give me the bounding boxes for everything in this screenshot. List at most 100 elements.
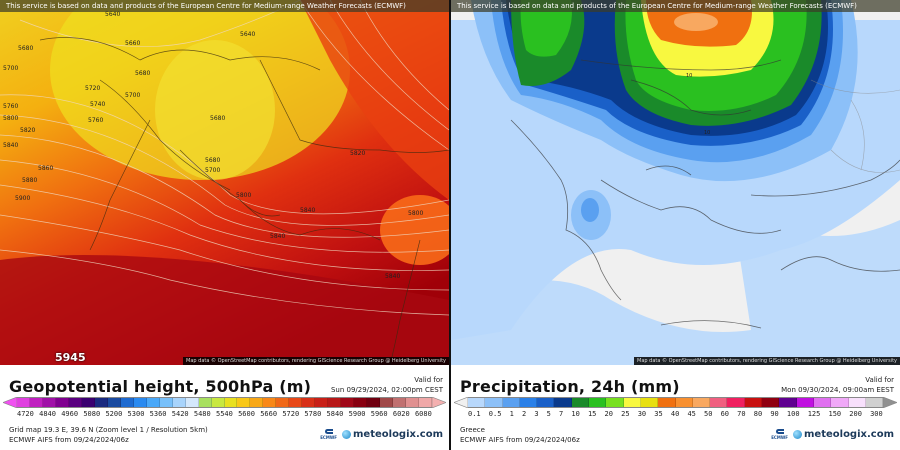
svg-text:5800: 5800 — [236, 192, 251, 199]
region-info: Greece — [460, 426, 485, 434]
valid-time: Valid for Sun 09/29/2024, 02:00pm CEST — [331, 375, 443, 395]
colorbar-cell — [692, 398, 711, 407]
colorbar-tick: 25 — [621, 410, 630, 418]
colorbar-cell — [640, 398, 659, 407]
map-attribution[interactable]: Map data © OpenStreetMap contributors, r… — [634, 357, 900, 365]
colorbar-tick: 0.1 — [468, 410, 481, 418]
logos: ECMWF meteologix.com — [771, 429, 894, 440]
meteologix-logo[interactable]: meteologix.com — [342, 429, 443, 440]
colorbar-tick: 15 — [587, 410, 597, 418]
colorbar-tick: 90 — [770, 410, 779, 418]
colorbar-tick: 200 — [849, 410, 862, 418]
colorbar-tick: 5660 — [260, 410, 278, 418]
colorbar-cell — [744, 398, 763, 407]
colorbar-cell — [419, 398, 432, 407]
svg-text:5680: 5680 — [210, 115, 225, 122]
valid-datetime: Sun 09/29/2024, 02:00pm CEST — [330, 386, 443, 394]
colorbar-cell — [17, 398, 30, 407]
colorbar-cell — [380, 398, 394, 407]
colorbar-tick: 20 — [604, 410, 613, 418]
colorbar-right-arrow-icon — [883, 397, 897, 408]
colorbar-tick: 7 — [559, 410, 564, 418]
colorbar-cell — [198, 398, 212, 407]
svg-text:5640: 5640 — [240, 31, 255, 38]
colorbar-cell — [42, 398, 56, 407]
colorbar-tick: 10 — [571, 410, 580, 418]
colorbar-right-arrow-icon — [432, 397, 446, 408]
colorbar-cell — [172, 398, 186, 407]
logos: ECMWF meteologix.com — [320, 429, 443, 440]
colorbar-tick: 5480 — [193, 410, 211, 418]
geopotential-map[interactable]: 5640 5640 5660 5680 5680 5700 5700 5720 5740… — [0, 0, 449, 365]
colorbar-cell — [519, 398, 538, 407]
colorbar-tick: 30 — [637, 410, 647, 418]
map-title: Precipitation, 24h (mm) — [460, 377, 680, 396]
map-attribution[interactable]: Map data © OpenStreetMap contributors, r… — [183, 357, 449, 365]
ecmwf-logo-icon — [324, 429, 333, 434]
svg-text:5840: 5840 — [270, 233, 285, 240]
colorbar-cell — [55, 398, 69, 407]
precipitation-panel: 10 10 This service is based on data and p… — [451, 0, 900, 450]
meteologix-logo-text: meteologix.com — [804, 429, 894, 440]
svg-text:5680: 5680 — [205, 157, 220, 164]
colorbar-tick: 100 — [786, 410, 800, 418]
colorbar-cell — [120, 398, 134, 407]
ecmwf-logo[interactable]: ECMWF — [320, 429, 337, 440]
colorbar-tick: 6020 — [392, 410, 410, 418]
precipitation-map[interactable]: 10 10 This service is based on data and p… — [451, 0, 900, 365]
svg-text:5840: 5840 — [385, 273, 400, 280]
svg-text:5680: 5680 — [18, 45, 33, 52]
svg-text:5840: 5840 — [300, 207, 315, 214]
meteologix-logo[interactable]: meteologix.com — [793, 429, 894, 440]
model-info: ECMWF AIFS from 09/24/2024/06z — [9, 436, 129, 444]
model-meta: Greece ECMWF AIFS from 09/24/2024/06z — [460, 425, 580, 445]
colorbar-left-arrow-icon — [454, 397, 468, 408]
colorbar-tick: 60 — [720, 410, 730, 418]
colorbar-cell — [537, 398, 555, 407]
colorbar-cell — [185, 398, 199, 407]
colorbar-cell — [159, 398, 173, 407]
svg-text:10: 10 — [686, 73, 692, 79]
colorbar-cell — [289, 398, 303, 407]
svg-text:5900: 5900 — [15, 195, 30, 202]
svg-text:5640: 5640 — [105, 11, 120, 18]
colorbar-cell — [589, 398, 607, 407]
svg-text:5800: 5800 — [408, 210, 423, 217]
colorbar-cell — [133, 398, 147, 407]
colorbar-cell — [796, 398, 814, 407]
colorbar-tick: 5960 — [370, 410, 388, 418]
svg-text:5820: 5820 — [20, 127, 35, 134]
colorbar-cell — [250, 398, 264, 407]
colorbar-tick: 5360 — [149, 410, 167, 418]
colorbar-cell — [302, 398, 316, 407]
colorbar-cell — [211, 398, 225, 407]
meteologix-drop-icon — [342, 430, 351, 439]
colorbar — [3, 397, 446, 408]
precipitation-field: 10 10 — [451, 0, 900, 365]
colorbar-tick: 5780 — [304, 410, 322, 418]
ecmwf-banner: This service is based on data and produc… — [451, 0, 900, 12]
svg-text:5700: 5700 — [125, 92, 140, 99]
svg-text:5700: 5700 — [205, 167, 220, 174]
colorbar-cell — [393, 398, 407, 407]
ecmwf-logo[interactable]: ECMWF — [771, 429, 788, 440]
colorbar-tick: 5720 — [282, 410, 300, 418]
geopotential-field: 5640 5640 5660 5680 5680 5700 5700 5720 5740… — [0, 0, 449, 365]
ecmwf-logo-icon — [775, 429, 784, 434]
svg-text:5800: 5800 — [3, 115, 18, 122]
colorbar-cell — [406, 398, 420, 407]
colorbar-tick: 5540 — [215, 410, 233, 418]
svg-text:5680: 5680 — [135, 70, 150, 77]
colorbar-tick: 5080 — [83, 410, 101, 418]
colorbar-cells — [17, 397, 432, 408]
colorbar-ticks: 0.1 0.5 1 2 3 5 7 10 15 20 25 30 35 40 45 50 60 70 80 90 100… — [468, 410, 883, 420]
colorbar-tick: 5600 — [238, 410, 255, 418]
colorbar-tick: 45 — [687, 410, 696, 418]
colorbar-ticks: 4720 4840 4960 5080 5200 5300 5360 5420 5480 5540… — [17, 410, 432, 420]
colorbar-tick: 5900 — [348, 410, 366, 418]
colorbar-tick: 5420 — [171, 410, 189, 418]
svg-text:5840: 5840 — [3, 142, 18, 149]
valid-time: Valid for Mon 09/30/2024, 09:00am EEST — [781, 375, 894, 395]
meteologix-drop-icon — [793, 430, 802, 439]
